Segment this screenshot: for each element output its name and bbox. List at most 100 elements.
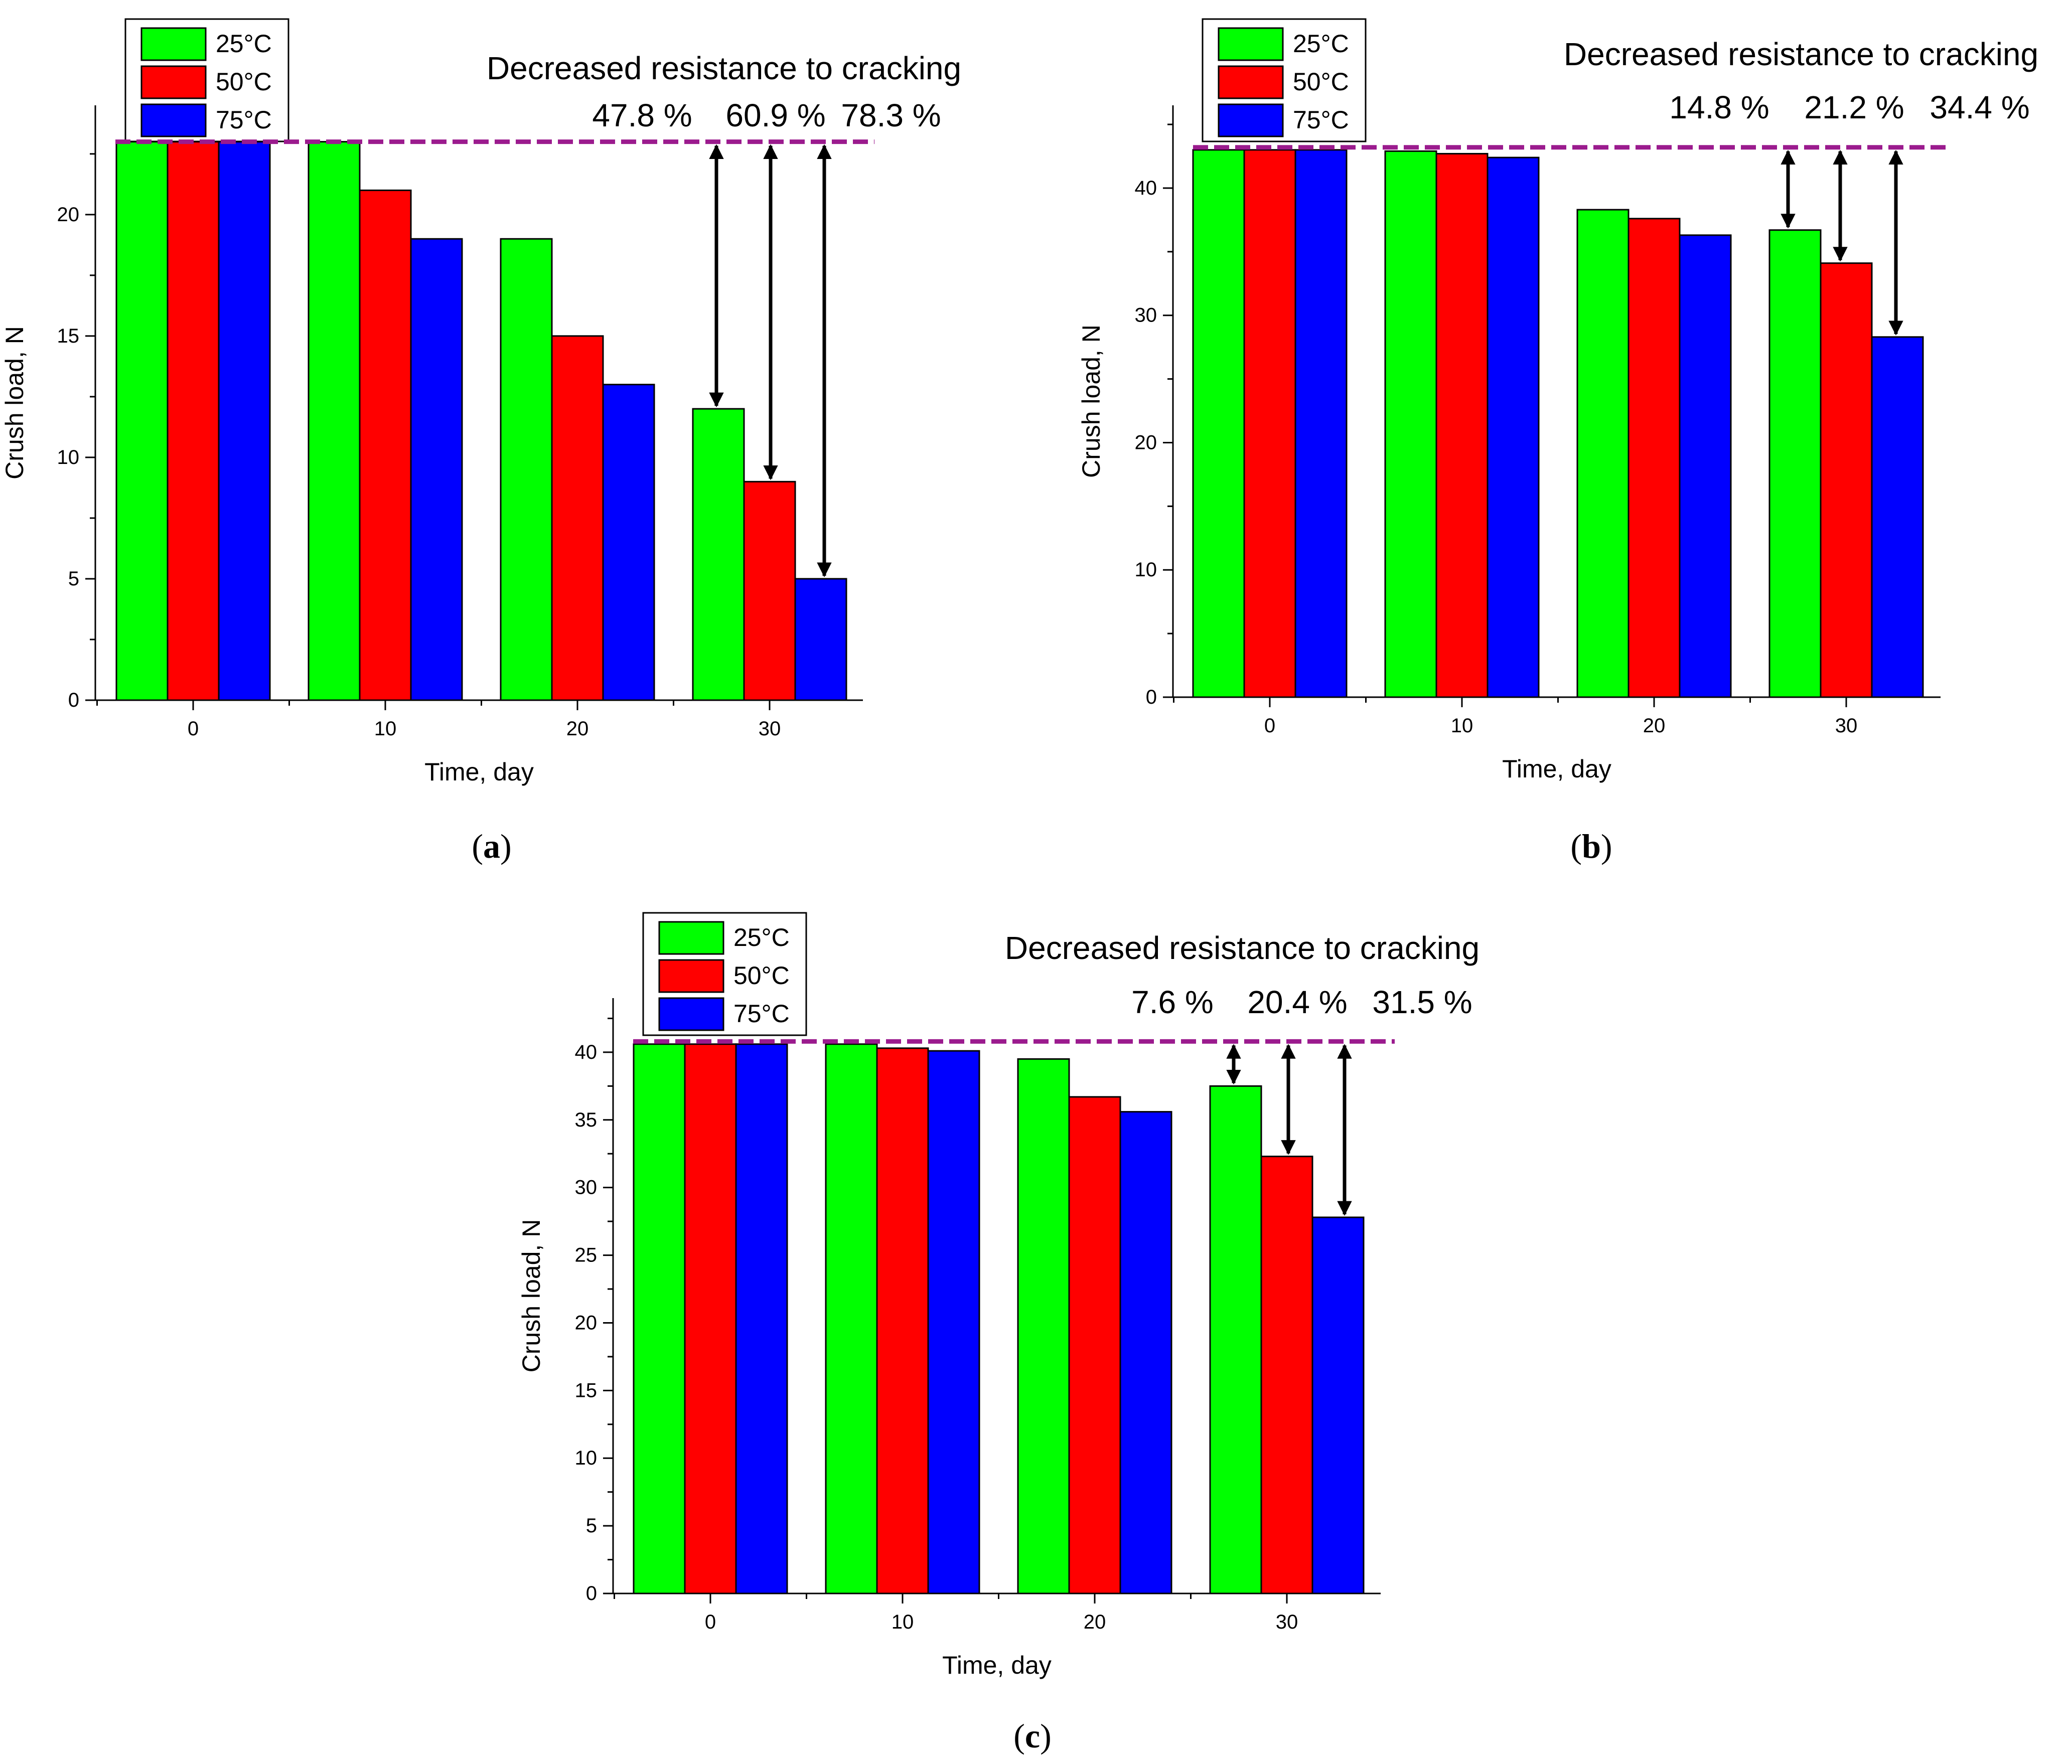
bar-20-2 bbox=[602, 384, 655, 701]
bar-0-2 bbox=[735, 1043, 788, 1594]
x-tick-label: 0 bbox=[705, 1611, 716, 1633]
y-tick-label: 10 bbox=[57, 446, 80, 468]
y-tick-label: 40 bbox=[1135, 177, 1157, 199]
legend-label-0: 25°C bbox=[216, 30, 272, 58]
y-tick-label: 10 bbox=[1135, 559, 1157, 581]
y-tick-label: 5 bbox=[586, 1515, 597, 1537]
bar-30-0 bbox=[1209, 1085, 1262, 1594]
y-axis-label: Crush load, N bbox=[1077, 325, 1105, 478]
annotation-value-0: 47.8 % bbox=[592, 97, 692, 133]
x-tick-label: 20 bbox=[1084, 1611, 1106, 1633]
bar-20-1 bbox=[551, 335, 604, 701]
y-tick-label: 0 bbox=[1146, 686, 1157, 708]
bar-10-1 bbox=[359, 189, 412, 701]
y-tick-label: 15 bbox=[575, 1379, 598, 1401]
x-tick-label: 30 bbox=[1835, 715, 1858, 737]
panel-letter: a bbox=[483, 827, 500, 865]
annotation-value-2: 31.5 % bbox=[1372, 984, 1472, 1020]
bar-30-1 bbox=[743, 480, 796, 701]
bar-20-2 bbox=[1679, 234, 1732, 698]
legend-swatch-0 bbox=[658, 921, 724, 955]
annotation-value-0: 14.8 % bbox=[1669, 89, 1769, 125]
bar-10-0 bbox=[825, 1043, 878, 1594]
y-tick-label: 0 bbox=[68, 689, 79, 711]
bar-0-1 bbox=[1243, 149, 1296, 698]
annotation-value-1: 20.4 % bbox=[1247, 984, 1347, 1020]
annotation-value-0: 7.6 % bbox=[1131, 984, 1214, 1020]
y-tick-label: 40 bbox=[575, 1041, 598, 1063]
chart-panel-b: 0 10 20 30 40 0 10 20 30 Time, day Crush load, N 25… bbox=[1077, 18, 2038, 865]
annotation-value-2: 34.4 % bbox=[1930, 89, 2029, 125]
legend-label-0: 25°C bbox=[1293, 30, 1349, 58]
bar-10-1 bbox=[1435, 152, 1489, 698]
legend-swatch-0 bbox=[1218, 27, 1284, 61]
legend-swatch-2 bbox=[1218, 103, 1284, 137]
x-tick-label: 10 bbox=[1451, 715, 1473, 737]
bar-0-0 bbox=[1192, 149, 1245, 698]
y-tick-label: 20 bbox=[1135, 431, 1157, 453]
bar-30-2 bbox=[1871, 336, 1924, 698]
legend-swatch-1 bbox=[658, 959, 724, 993]
y-tick-label: 5 bbox=[68, 568, 79, 590]
y-tick-label: 0 bbox=[586, 1582, 597, 1605]
bar-10-1 bbox=[876, 1047, 929, 1594]
panel-label: (b) bbox=[1570, 827, 1612, 865]
bar-0-2 bbox=[1294, 149, 1348, 698]
x-tick-label: 10 bbox=[374, 718, 397, 740]
x-tick-label: 20 bbox=[1643, 715, 1666, 737]
bar-20-1 bbox=[1627, 218, 1681, 698]
y-tick-label: 20 bbox=[57, 204, 80, 226]
bar-20-0 bbox=[1017, 1058, 1070, 1594]
x-axis-label: Time, day bbox=[424, 758, 534, 786]
bar-20-0 bbox=[1576, 209, 1630, 698]
annotation-title: Decreased resistance to cracking bbox=[1564, 36, 2038, 72]
legend-label-1: 50°C bbox=[1293, 68, 1349, 96]
bar-30-2 bbox=[1311, 1216, 1365, 1594]
annotation-title: Decreased resistance to cracking bbox=[487, 50, 961, 86]
legend-label-2: 75°C bbox=[216, 106, 272, 134]
panel-letter: c bbox=[1025, 1717, 1040, 1755]
legend-label-1: 50°C bbox=[733, 961, 790, 990]
bar-0-0 bbox=[633, 1043, 686, 1594]
legend-swatch-2 bbox=[658, 997, 724, 1031]
bar-0-1 bbox=[684, 1043, 737, 1594]
annotation-value-1: 60.9 % bbox=[725, 97, 825, 133]
x-tick-label: 30 bbox=[759, 718, 781, 740]
chart-panel-c: 0 5 10 15 20 25 30 35 40 0 10 20 30 Time, day Crush lo… bbox=[517, 912, 1479, 1755]
x-axis-label: Time, day bbox=[1502, 755, 1611, 783]
bar-20-2 bbox=[1119, 1111, 1172, 1594]
y-tick-label: 10 bbox=[575, 1447, 598, 1469]
bar-10-0 bbox=[308, 141, 361, 701]
annotation-value-2: 78.3 % bbox=[841, 97, 941, 133]
chart-panel-a: 0 5 10 15 20 0 10 20 30 Time, day Crush load, N 25°… bbox=[1, 18, 961, 865]
legend-label-1: 50°C bbox=[216, 68, 272, 96]
panel-label: (c) bbox=[1013, 1717, 1052, 1755]
legend-swatch-1 bbox=[140, 65, 207, 99]
x-tick-label: 30 bbox=[1276, 1611, 1298, 1633]
bar-30-1 bbox=[1820, 262, 1873, 698]
legend-swatch-2 bbox=[140, 103, 207, 137]
annotation-title: Decreased resistance to cracking bbox=[1005, 930, 1479, 966]
bar-10-2 bbox=[410, 238, 463, 701]
y-tick-label: 25 bbox=[575, 1244, 598, 1266]
bar-30-2 bbox=[794, 578, 847, 701]
y-tick-label: 15 bbox=[57, 325, 80, 347]
y-tick-label: 30 bbox=[575, 1177, 598, 1199]
x-tick-label: 0 bbox=[188, 718, 199, 740]
y-axis-label: Crush load, N bbox=[517, 1219, 545, 1373]
x-tick-label: 0 bbox=[1264, 715, 1275, 737]
y-tick-label: 30 bbox=[1135, 304, 1157, 327]
bar-0-1 bbox=[167, 141, 220, 701]
x-axis-label: Time, day bbox=[942, 1651, 1052, 1679]
panel-letter: b bbox=[1582, 827, 1601, 865]
bar-30-0 bbox=[1768, 229, 1822, 698]
y-axis-label: Crush load, N bbox=[1, 326, 29, 479]
bar-10-0 bbox=[1384, 150, 1437, 698]
legend-label-2: 75°C bbox=[733, 1000, 790, 1028]
bar-30-1 bbox=[1260, 1156, 1313, 1594]
legend-swatch-1 bbox=[1218, 65, 1284, 99]
bar-0-2 bbox=[218, 141, 271, 701]
bar-0-0 bbox=[115, 141, 169, 701]
legend-swatch-0 bbox=[140, 27, 207, 61]
